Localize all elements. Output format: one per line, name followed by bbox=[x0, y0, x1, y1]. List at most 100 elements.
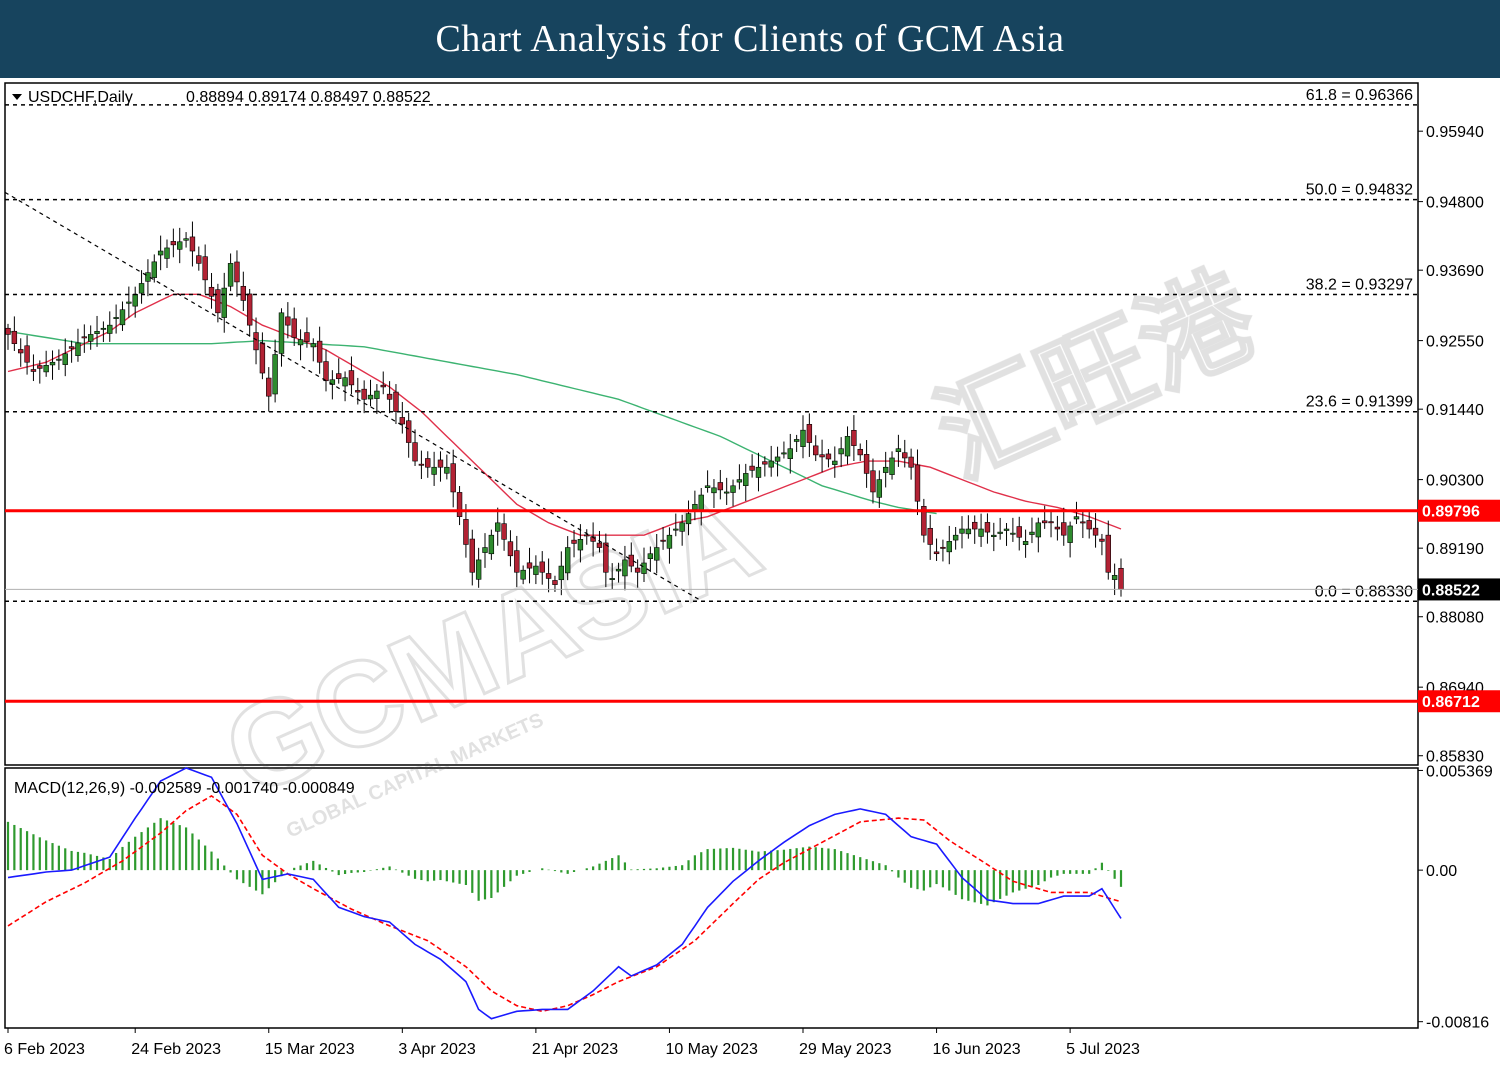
candle-up bbox=[743, 473, 749, 486]
date-tick-label: 3 Apr 2023 bbox=[398, 1041, 476, 1058]
candle-up bbox=[755, 466, 762, 478]
fibonacci-label: 23.6 = 0.91399 bbox=[1306, 394, 1413, 411]
candle-down bbox=[18, 349, 24, 354]
candle-up bbox=[997, 531, 1003, 534]
candle-down bbox=[908, 456, 914, 468]
candle-down bbox=[418, 463, 425, 466]
candle-down bbox=[234, 261, 240, 283]
price-chart: GCMASIA 汇旺港 GLOBAL CAPITAL MARKETS 61.8 … bbox=[4, 82, 1500, 1058]
candle-up bbox=[138, 283, 145, 294]
candle-down bbox=[634, 567, 641, 573]
fibonacci-label: 50.0 = 0.94832 bbox=[1306, 182, 1413, 199]
candle-up bbox=[723, 491, 730, 494]
candle-down bbox=[81, 336, 88, 339]
candle-up bbox=[132, 293, 138, 307]
price-tick-label: 0.90300 bbox=[1426, 473, 1484, 490]
candle-up bbox=[113, 317, 119, 319]
candle-up bbox=[832, 460, 838, 465]
candle-down bbox=[170, 241, 177, 246]
candle-down bbox=[660, 539, 666, 542]
date-tick-label: 5 Jul 2023 bbox=[1066, 1041, 1140, 1058]
candle-up bbox=[622, 559, 628, 577]
candle-up bbox=[94, 331, 100, 334]
candle-down bbox=[208, 286, 215, 297]
price-tick-label: 0.89190 bbox=[1426, 541, 1484, 558]
candle-down bbox=[246, 293, 253, 326]
macd-pane bbox=[4, 767, 1419, 1029]
candle-down bbox=[348, 370, 355, 386]
candle-down bbox=[819, 454, 825, 458]
candle-down bbox=[1061, 522, 1067, 536]
candle-up bbox=[278, 312, 285, 354]
candle-down bbox=[291, 318, 297, 338]
candle-up bbox=[475, 559, 482, 580]
moving-average-green bbox=[7, 330, 937, 515]
candle-down bbox=[545, 573, 552, 579]
candle-up bbox=[882, 466, 889, 473]
candle-up bbox=[119, 309, 126, 326]
candle-down bbox=[628, 554, 634, 567]
candle-up bbox=[107, 324, 113, 334]
candle-up bbox=[959, 528, 965, 534]
candle-up bbox=[685, 513, 692, 525]
candle-down bbox=[552, 580, 558, 585]
candle-up bbox=[838, 448, 844, 455]
price-tick-label: 0.93690 bbox=[1426, 263, 1484, 280]
candle-down bbox=[514, 550, 520, 573]
price-tag bbox=[1418, 690, 1500, 713]
candle-up bbox=[126, 301, 132, 304]
candle-up bbox=[342, 377, 348, 387]
price-tag-label: 0.86712 bbox=[1422, 694, 1480, 711]
candle-down bbox=[316, 340, 323, 363]
price-tick-label: 0.88080 bbox=[1426, 610, 1484, 627]
candle-up bbox=[151, 261, 157, 278]
candle-down bbox=[539, 561, 545, 573]
candle-down bbox=[972, 521, 978, 530]
candle-up bbox=[1073, 516, 1080, 520]
symbol-dropdown-icon[interactable] bbox=[12, 94, 22, 100]
candle-up bbox=[781, 452, 787, 455]
candle-down bbox=[717, 482, 724, 491]
candle-up bbox=[431, 466, 437, 475]
candle-down bbox=[1105, 534, 1111, 573]
candle-down bbox=[361, 388, 367, 400]
candle-up bbox=[520, 569, 526, 580]
candle-up bbox=[272, 354, 278, 395]
trend-line bbox=[4, 191, 701, 601]
macd-tick-label: 0.00 bbox=[1426, 863, 1457, 880]
candle-up bbox=[787, 448, 793, 459]
candle-up bbox=[673, 528, 679, 531]
candle-down bbox=[501, 523, 507, 540]
candle-down bbox=[927, 527, 933, 545]
candle-down bbox=[857, 448, 863, 456]
candle-down bbox=[5, 327, 11, 335]
candle-down bbox=[1016, 526, 1022, 538]
candle-up bbox=[641, 562, 647, 574]
candle-up bbox=[609, 578, 615, 580]
candle-up bbox=[711, 487, 717, 494]
candle-down bbox=[921, 506, 927, 536]
candle-up bbox=[1111, 575, 1118, 580]
candle-down bbox=[1118, 567, 1124, 590]
candle-down bbox=[603, 542, 609, 573]
candle-down bbox=[304, 332, 310, 342]
candle-down bbox=[940, 546, 946, 549]
candle-up bbox=[615, 568, 622, 572]
candle-up bbox=[978, 528, 984, 537]
candle-down bbox=[393, 391, 399, 412]
date-tick-label: 29 May 2023 bbox=[799, 1041, 892, 1058]
moving-average-red bbox=[7, 293, 1122, 536]
candle-down bbox=[984, 522, 991, 533]
candle-down bbox=[11, 330, 18, 344]
price-tag bbox=[1418, 499, 1500, 522]
price-tag-label: 0.89796 bbox=[1422, 504, 1480, 521]
banner-title: Chart Analysis for Clients of GCM Asia bbox=[435, 18, 1065, 60]
candle-up bbox=[577, 539, 584, 551]
header-banner: Chart Analysis for Clients of GCM Asia bbox=[0, 0, 1500, 78]
candle-down bbox=[425, 458, 431, 468]
main-pane bbox=[4, 82, 1419, 766]
candle-down bbox=[584, 534, 590, 537]
candle-up bbox=[1010, 532, 1016, 535]
candle-up bbox=[367, 394, 374, 400]
candle-up bbox=[768, 460, 774, 468]
